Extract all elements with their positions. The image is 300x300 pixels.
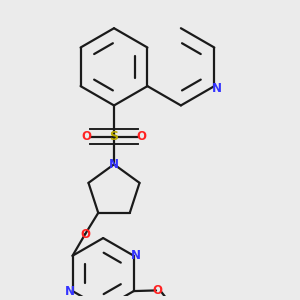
Text: N: N [109, 158, 119, 171]
Text: N: N [131, 249, 141, 262]
Text: O: O [152, 284, 162, 297]
Text: S: S [110, 130, 118, 143]
Text: O: O [80, 228, 90, 241]
Text: N: N [212, 82, 222, 95]
Text: O: O [82, 130, 92, 143]
Text: O: O [136, 130, 146, 143]
Text: N: N [65, 285, 75, 298]
